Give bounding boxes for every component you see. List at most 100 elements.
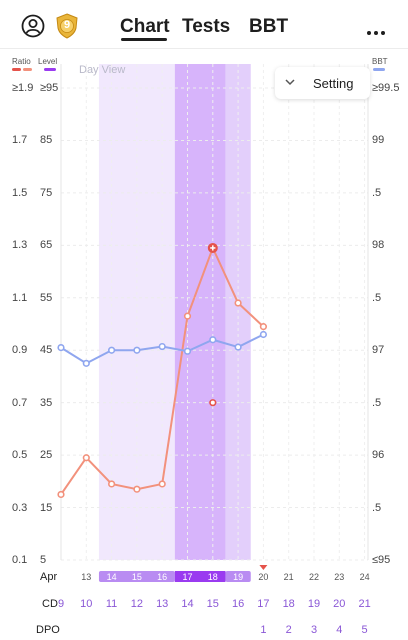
date-bar-fertile [98, 571, 175, 582]
bbt-tick: 98 [372, 239, 385, 252]
cd-cell: 10 [80, 598, 93, 610]
cd-cell: 15 [206, 598, 219, 610]
bbt-axis-head: BBT [372, 57, 388, 66]
profile-icon[interactable] [21, 14, 45, 43]
ratio-tick: 0.5 [12, 449, 28, 462]
ratio-tick: 1.7 [12, 134, 28, 147]
badge-value: 9 [63, 19, 71, 31]
day-view-label: Day View [79, 64, 126, 76]
ratio-axis-head: Ratio [12, 57, 31, 66]
ratio-point [57, 490, 65, 499]
bbt-point [133, 346, 141, 354]
bbt-point [107, 346, 116, 354]
level-tick: 75 [40, 186, 53, 199]
date-cell[interactable]: 24 [359, 572, 370, 582]
date-bar-post [225, 571, 251, 582]
more-dots-icon[interactable] [366, 23, 386, 41]
ratio-tick: 0.7 [12, 396, 28, 409]
ratio-tick: 1.1 [12, 291, 28, 304]
ratio-tick: 0.3 [12, 501, 28, 514]
ratio-point [158, 480, 166, 488]
bbt-tick: .5 [372, 186, 382, 199]
ratio-point [133, 485, 141, 493]
level-legend-swatch [44, 68, 56, 71]
ratio-legend-swatch-2 [23, 68, 32, 71]
date-cell[interactable]: 22 [308, 572, 319, 582]
level-tick: 65 [40, 239, 53, 252]
level-tick: 85 [40, 134, 53, 147]
dpo-cell: 2 [285, 624, 292, 636]
cd-cell: 13 [156, 598, 169, 610]
dpo-cell: 1 [260, 624, 267, 636]
cd-cell: 14 [181, 598, 194, 610]
bbt-point [183, 347, 192, 355]
level-tick: ≥95 [40, 82, 59, 94]
ratio-tick: 1.3 [12, 239, 28, 252]
chevron-down-icon [285, 77, 303, 89]
tab-chart-underline [121, 38, 167, 41]
bbt-tick: ≥99.5 [372, 82, 400, 94]
tab-bbt[interactable]: BBT [249, 16, 289, 37]
ratio-point [107, 480, 116, 488]
bbt-point [234, 343, 242, 351]
ratio-tick: 1.5 [12, 186, 28, 199]
cd-cell: 21 [358, 598, 371, 610]
level-axis-head: Level [38, 57, 58, 66]
date-cell[interactable]: 21 [283, 572, 294, 582]
cd-cell: 11 [105, 598, 118, 610]
cd-cell: 12 [130, 598, 144, 610]
date-cell[interactable]: 23 [334, 572, 345, 582]
today-marker-icon [259, 565, 268, 570]
ratio-point [234, 299, 242, 307]
bbt-point [57, 344, 65, 352]
bbt-tick: ≤95 [372, 554, 391, 566]
cd-label: CD [42, 598, 58, 610]
tab-tests[interactable]: Tests [182, 16, 231, 37]
bbt-tick: 99 [372, 134, 385, 147]
bbt-tick: 96 [372, 449, 385, 462]
extra-test-point [209, 399, 217, 407]
date-cell[interactable]: 14 [106, 572, 117, 582]
cd-cell: 17 [257, 598, 270, 610]
cd-cell: 18 [282, 598, 295, 610]
bbt-point [82, 359, 90, 367]
level-tick: 25 [40, 449, 53, 462]
ratio-point [259, 323, 268, 331]
cd-cell: 19 [307, 598, 321, 610]
bbt-point [209, 336, 217, 344]
dpo-cell: 5 [361, 624, 368, 636]
date-cell[interactable]: 20 [258, 572, 269, 582]
bbt-tick: .5 [372, 291, 382, 304]
level-tick: 35 [40, 396, 53, 409]
tab-chart[interactable]: Chart [120, 16, 170, 37]
ratio-point [82, 454, 90, 462]
gold-badge-icon[interactable]: 9 [55, 13, 79, 44]
setting-button[interactable]: Setting [275, 67, 370, 99]
ratio-point [183, 312, 192, 320]
date-cell[interactable]: 19 [233, 572, 244, 582]
date-cell[interactable]: 13 [81, 572, 92, 582]
bbt-tick: .5 [372, 501, 382, 514]
bbt-tick: 97 [372, 344, 385, 357]
cd-cell: 16 [231, 598, 245, 610]
cd-cell: 9 [57, 598, 65, 610]
date-cell[interactable]: 17 [182, 572, 193, 582]
level-tick: 55 [40, 291, 53, 304]
dpo-label: DPO [36, 624, 60, 636]
bbt-legend-swatch [373, 68, 385, 71]
date-cell[interactable]: 18 [207, 572, 218, 582]
setting-label: Setting [313, 75, 354, 91]
ratio-tick: 0.1 [12, 554, 28, 566]
level-tick: 15 [40, 501, 53, 514]
dpo-cell: 3 [310, 624, 318, 636]
ratio-tick: ≥1.9 [12, 82, 34, 94]
header-divider [0, 48, 408, 49]
dpo-cell: 4 [336, 624, 343, 636]
date-cell[interactable]: 16 [157, 572, 168, 582]
cd-cell: 20 [333, 598, 346, 610]
level-tick: 45 [40, 344, 53, 357]
level-tick: 5 [40, 554, 47, 566]
date-cell[interactable]: 15 [131, 572, 142, 582]
peak-band [174, 64, 226, 560]
